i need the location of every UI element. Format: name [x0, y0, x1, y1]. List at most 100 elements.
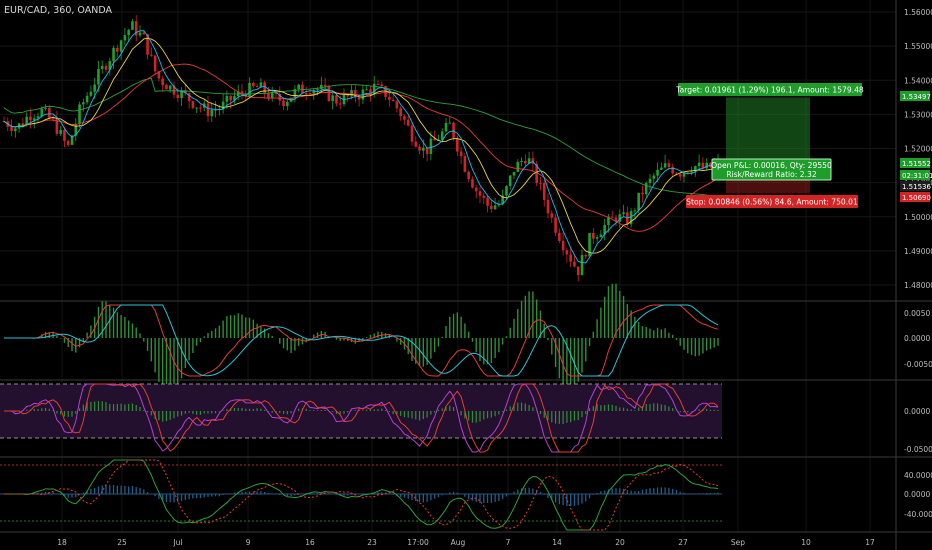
candle-body [233, 96, 236, 101]
position-zones [726, 97, 810, 194]
candle-body [395, 101, 399, 109]
ma-mid-line [3, 37, 719, 254]
rsi-pane[interactable] [0, 459, 722, 531]
indicator-tick-label: 0.0050 [904, 309, 930, 318]
candle-body [576, 266, 580, 276]
candle-body [697, 162, 701, 167]
macd-pane[interactable] [4, 283, 719, 393]
price-tick-label: 1.53000 [904, 110, 932, 119]
candle-body [134, 21, 138, 36]
candle-body [558, 232, 561, 241]
candle-body [32, 118, 36, 121]
candle-body [365, 89, 368, 91]
target-label[interactable]: Target: 0.01961 (1.29%) 196.1, Amount: 1… [675, 83, 864, 96]
price-tag-text: 1.51536 [902, 183, 931, 191]
candle-body [282, 100, 285, 107]
indicator-tick-label: 0.0000 [904, 490, 930, 499]
time-tick-label: 17 [865, 538, 875, 547]
indicator-tick-label: -0.0500 [904, 445, 932, 454]
time-tick-label: 10 [801, 538, 811, 547]
price-tag-bg [900, 192, 930, 202]
candle-body [406, 119, 410, 126]
pnl-label-bg [711, 158, 832, 181]
price-tag-text: 1.51552 [902, 160, 931, 168]
time-axis[interactable]: 18 25 Jul 9 16 23 17:00 Aug 7 14 20 27 Sep 10 17 [57, 538, 875, 547]
candle-body [459, 151, 463, 157]
candle-body [429, 138, 433, 154]
oscillator-pane[interactable] [0, 383, 722, 453]
price-tag-bg [900, 170, 930, 180]
time-tick-label: 18 [57, 538, 67, 547]
price-tag: 02:31:01 [900, 170, 932, 180]
indicator-axes: 0.0050 0.0000 -0.0050 0.0000 -0.0500 40.0000 0… [904, 309, 932, 519]
candle-body [191, 101, 195, 108]
candle-body [327, 86, 331, 102]
candle-body [610, 216, 614, 218]
candle-body [622, 212, 625, 215]
rsi-green-line [4, 459, 719, 531]
indicator-tick-label: 0.0000 [904, 334, 930, 343]
candle-body [648, 178, 652, 183]
candle-body [418, 146, 421, 151]
candle-body [637, 192, 640, 211]
candle-body [501, 195, 504, 204]
candle-body [663, 163, 667, 168]
candle-body [312, 90, 316, 94]
price-tag-text: 1.50690 [902, 194, 931, 202]
stop-label[interactable]: Stop: 0.00846 (0.56%) 84.6, Amount: 750.… [686, 195, 858, 208]
candle-body [667, 163, 671, 167]
candle-body [618, 214, 622, 222]
candle-body [316, 89, 319, 91]
candle-body [444, 123, 448, 132]
candle-body [278, 93, 282, 101]
price-tick-label: 1.56000 [904, 8, 932, 17]
ma-long-line [3, 77, 719, 198]
candle-body [675, 173, 678, 175]
candle-body [399, 108, 402, 117]
candle-body [508, 175, 512, 187]
price-pane[interactable]: Target: 0.01961 (1.29%) 196.1, Amount: 1… [2, 15, 864, 282]
candle-body [588, 232, 591, 257]
candle-body [652, 175, 656, 179]
candle-body [82, 102, 85, 105]
candle-body [595, 237, 599, 239]
candle-body [524, 160, 527, 164]
candle-body [146, 34, 149, 55]
candle-body [221, 101, 225, 110]
candle-body [63, 129, 66, 141]
candle-body [165, 85, 168, 90]
candle-body [153, 55, 157, 72]
candle-body [482, 195, 486, 198]
candle-body [104, 65, 108, 70]
candle-body [331, 95, 334, 102]
price-tag: 1.50690 [900, 192, 931, 202]
candle-body [206, 103, 210, 117]
price-tag: 1.53497 [900, 91, 931, 101]
candle-body [70, 135, 74, 145]
candle-body [108, 61, 112, 70]
candle-body [512, 171, 516, 176]
candle-body [184, 90, 187, 94]
candle-body [422, 147, 425, 151]
candle-body [372, 83, 376, 94]
price-tag-bg [900, 181, 930, 191]
pnl-label[interactable]: Open P&L: 0.00016, Qty: 29550Risk/Reward… [711, 158, 832, 181]
candle-body [100, 65, 104, 69]
rsi-red-line [4, 459, 719, 531]
price-tick-label: 1.54000 [904, 76, 932, 85]
price-tick-label: 1.55000 [904, 42, 932, 51]
candle-body [119, 40, 123, 52]
candle-body [369, 89, 372, 94]
candle-body [414, 141, 418, 147]
indicator-tick-label: -0.0050 [904, 360, 932, 369]
position-labels[interactable]: Target: 0.01961 (1.29%) 196.1, Amount: 1… [675, 83, 864, 208]
candle-body [433, 138, 436, 141]
candle-body [240, 91, 244, 94]
candle-body [274, 91, 278, 94]
candle-body [694, 166, 697, 172]
price-axis[interactable]: 1.560001.550001.540001.530001.520001.510… [900, 8, 932, 290]
price-tick-label: 1.49000 [904, 247, 932, 256]
price-tag-text: 1.53497 [902, 93, 931, 101]
candle-body [259, 82, 263, 88]
